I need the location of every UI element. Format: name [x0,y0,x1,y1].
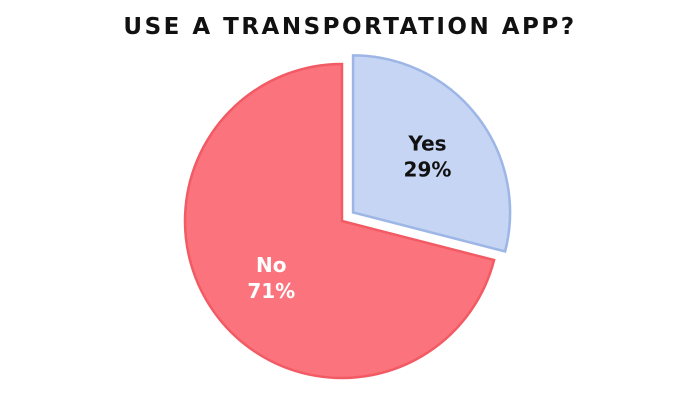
chart-title: USE A TRANSPORTATION APP? [123,14,577,40]
pie-slice-yes [351,54,512,253]
slice-label-no: No [256,253,286,277]
slice-label-yes: Yes [407,132,446,156]
slice-value-no: 71% [247,279,295,303]
pie-slice-no [183,62,496,380]
slice-value-yes: 29% [404,158,452,182]
pie-slices [183,54,512,380]
